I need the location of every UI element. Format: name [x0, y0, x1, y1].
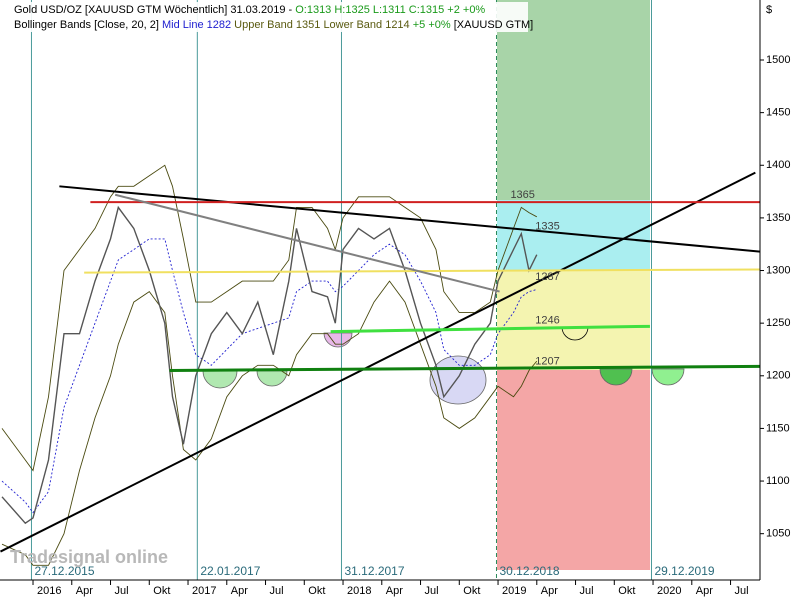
x-tick-label: Okt — [618, 585, 635, 597]
zones — [497, 0, 650, 570]
arc — [599, 368, 633, 386]
header-segment: Bollinger Bands [Close, 20, 2] — [14, 19, 162, 31]
date-label: 27.12.2015 — [34, 564, 94, 578]
x-tick-label: Okt — [308, 585, 325, 597]
axis-symbol: $ — [766, 4, 772, 16]
date-label: 29.12.2019 — [654, 564, 714, 578]
trend-line — [114, 193, 500, 293]
date-label: 31.12.2017 — [344, 564, 404, 578]
level-label: 1246 — [535, 314, 559, 326]
trend-line — [0, 171, 756, 553]
header-line: Bollinger Bands [Close, 20, 2] Mid Line … — [14, 19, 533, 31]
x-tick-label: Apr — [696, 585, 713, 597]
x-tick-label: Jul — [115, 585, 129, 597]
trend-line — [169, 364, 760, 373]
x-tick-label: Apr — [231, 585, 248, 597]
series-line — [1, 280, 538, 566]
y-axis-panel — [760, 0, 800, 580]
header-segment: Gold USD/OZ [XAUUSD GTM Wöchentlich] 31.… — [14, 4, 295, 16]
header-bg — [2, 2, 528, 32]
plot: 27.12.2015 22.01.2017 31.12.2017 30.12.2018… — [0, 0, 760, 580]
y-tick-label: 1150 — [766, 422, 790, 434]
x-tick-label: Apr — [541, 585, 558, 597]
x-tick-label: Jul — [735, 585, 749, 597]
level-label: 1287 — [535, 271, 559, 283]
trend-line — [330, 324, 650, 334]
x-tick-label: Jul — [425, 585, 439, 597]
header: Gold USD/OZ [XAUUSD GTM Wöchentlich] 31.… — [14, 4, 533, 31]
y-tick-label: 1500 — [766, 54, 790, 66]
x-tick-label: 2016 — [37, 585, 61, 597]
y-tick-label: 1250 — [766, 317, 790, 329]
y-tick-label: 1350 — [766, 212, 790, 224]
zone-green — [497, 0, 650, 200]
x-tick-label: 2020 — [657, 585, 681, 597]
header-segment: +5 +0% — [410, 19, 451, 31]
date-label: 30.12.2018 — [499, 564, 559, 578]
x-tick-label: Jul — [580, 585, 594, 597]
x-tick-label: Apr — [386, 585, 403, 597]
header-segment: O:1313 H:1325 L:1311 C:1315 +2 +0% — [295, 4, 485, 16]
header-segment: [XAUUSD GTM] — [451, 19, 534, 31]
x-tick-label: 2019 — [502, 585, 526, 597]
x-tick-label: Jul — [270, 585, 284, 597]
header-segment: Upper Band 1351 Lower Band 1214 — [231, 19, 410, 31]
x-tick-label: Okt — [153, 585, 170, 597]
trend-line — [59, 185, 760, 253]
arc — [323, 332, 353, 348]
series-line — [1, 205, 538, 525]
y-tick-label: 1400 — [766, 159, 790, 171]
x-axis-panel — [0, 580, 800, 600]
arc — [651, 368, 685, 386]
y-tick-label: 1450 — [766, 107, 790, 119]
watermark: Tradesignal online — [10, 547, 168, 567]
x-tick-label: 2017 — [192, 585, 216, 597]
header-line: Gold USD/OZ [XAUUSD GTM Wöchentlich] 31.… — [14, 4, 485, 16]
level-label: 1207 — [535, 355, 559, 367]
date-label: 22.01.2017 — [200, 564, 260, 578]
y-tick-label: 1100 — [766, 475, 790, 487]
zone-yellow — [497, 270, 650, 370]
header-segment: Mid Line 1282 — [162, 19, 231, 31]
zone-red — [497, 370, 650, 570]
x-tick-label: Apr — [76, 585, 93, 597]
x-tick-label: Okt — [463, 585, 480, 597]
y-tick-label: 1200 — [766, 370, 790, 382]
series-line — [1, 164, 538, 472]
level-label: 1365 — [510, 189, 534, 201]
level-label: 1335 — [535, 221, 559, 233]
arc — [202, 370, 238, 389]
x-tick-label: 2018 — [347, 585, 371, 597]
y-tick-label: 1300 — [766, 264, 790, 276]
arc — [561, 326, 589, 341]
y-tick-label: 1050 — [766, 528, 790, 540]
